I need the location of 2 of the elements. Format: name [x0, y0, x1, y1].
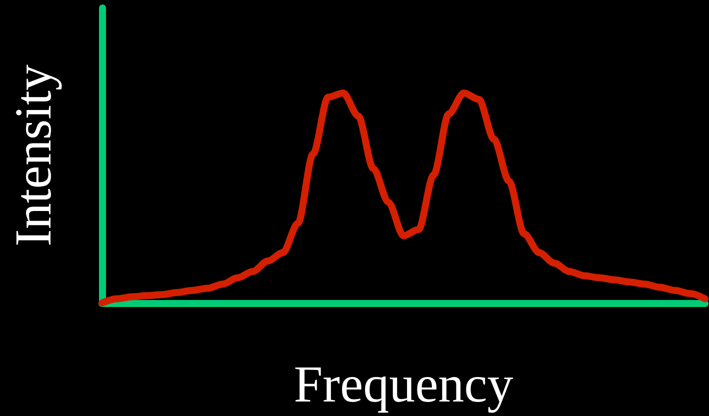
y-axis-title: Intensity: [6, 64, 62, 246]
x-axis-title: Frequency: [294, 356, 514, 414]
